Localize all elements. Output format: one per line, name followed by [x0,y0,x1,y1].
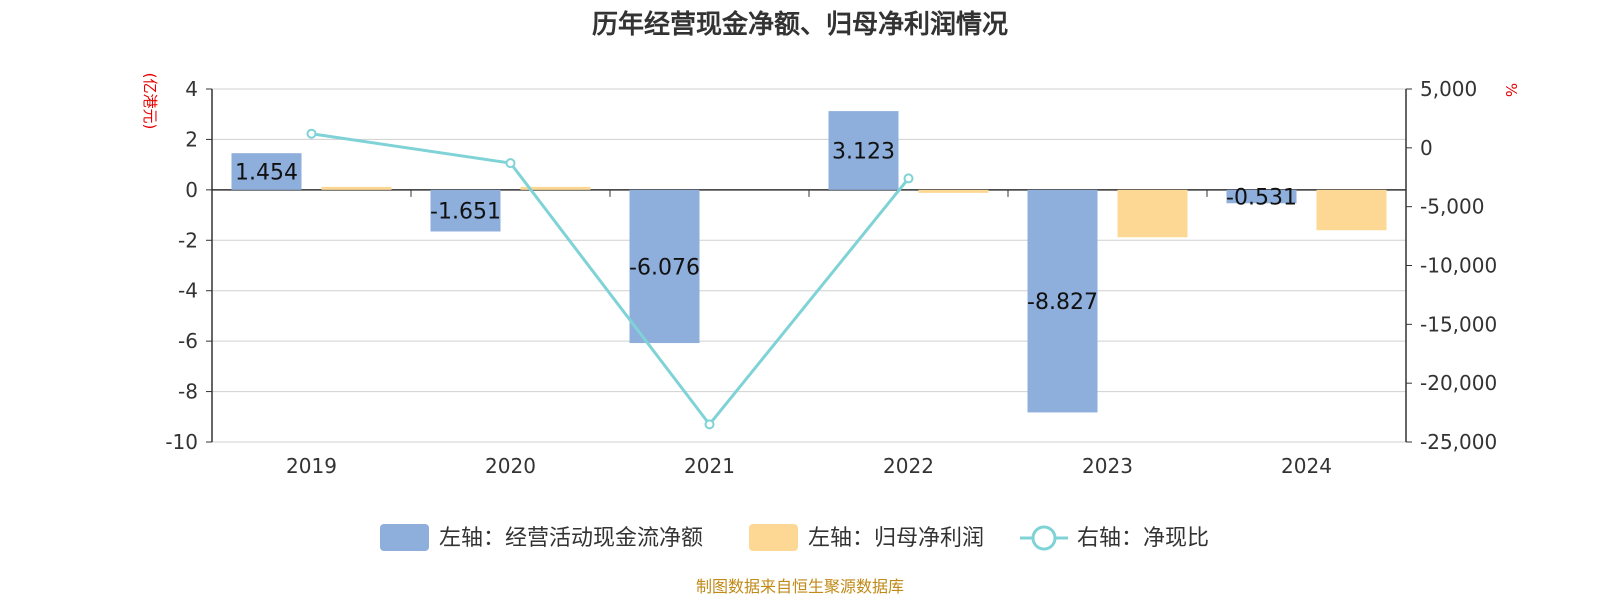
ratio-line [306,128,914,430]
legend-label-cash-flow: 左轴：经营活动现金流净额 [439,526,703,551]
left-tick-label: -10 [165,430,198,454]
legend-item-ratio[interactable]: 右轴：净现比 [1020,525,1209,551]
legend-item-cash-flow[interactable]: 左轴：经营活动现金流净额 [380,524,703,551]
axes: 4 2 0 -2 -4 -6 -8 -10 5,000 0 -5,000 -10,000 -15,000… [165,77,1497,478]
x-tick-label: 2019 [286,454,337,478]
bar-labels: 1.454 -1.651 -6.076 3.123 -8.827 -0.531 [235,139,1297,315]
legend-swatch-cash-flow [380,524,429,551]
right-tick-label: -10,000 [1420,254,1497,278]
ratio-point[interactable] [903,173,914,184]
right-axis-unit: % [1502,83,1520,97]
legend-label-ratio: 右轴：净现比 [1077,526,1209,551]
cash-flow-bar[interactable] [231,153,302,190]
x-tick-label: 2023 [1082,454,1133,478]
left-tick-label: 2 [185,127,198,151]
source-note: 制图数据来自恒生聚源数据库 [696,577,904,596]
chart-title: 历年经营现金净额、归母净利润情况 [592,9,1008,40]
right-tick-label: -20,000 [1420,371,1497,395]
x-tick-label: 2022 [883,454,934,478]
ratio-point[interactable] [704,419,715,430]
cash-flow-value-label: 3.123 [832,139,895,164]
cash-flow-bar[interactable] [430,189,501,232]
cash-flow-value-label: 1.454 [235,161,298,186]
net-profit-bar[interactable] [520,186,591,190]
cash-flow-value-label: -8.827 [1027,290,1098,315]
cash-flow-bar[interactable] [828,111,899,190]
right-tick-label: -25,000 [1420,430,1497,454]
ratio-line-path [311,132,910,427]
right-tick-label: 0 [1420,136,1433,160]
ratio-point[interactable] [505,158,516,169]
grid-lines [212,88,1406,443]
left-tick-label: 4 [185,77,198,101]
x-tick-label: 2021 [684,454,735,478]
cash-flow-bar[interactable] [1226,189,1297,204]
right-tick-label: -15,000 [1420,312,1497,336]
legend-swatch-net-profit [749,524,798,551]
cash-flow-value-label: -0.531 [1226,186,1297,211]
left-tick-label: -8 [178,380,198,404]
legend-item-net-profit[interactable]: 左轴：归母净利润 [749,524,984,551]
legend: 左轴：经营活动现金流净额 左轴：归母净利润 右轴：净现比 [380,524,1209,551]
cash-flow-bar[interactable] [629,189,700,344]
right-tick-label: -5,000 [1420,195,1484,219]
left-tick-label: -2 [178,228,198,252]
cash-flow-value-label: -6.076 [629,255,700,280]
left-axis-unit: (亿港元) [141,73,159,130]
net-profit-bar[interactable] [1316,189,1387,231]
bars [231,111,1387,413]
net-profit-bar[interactable] [918,189,989,193]
net-profit-bar[interactable] [321,186,392,190]
legend-swatch-ratio-marker [1031,525,1057,551]
left-tick-label: -6 [178,329,198,353]
x-tick-label: 2020 [485,454,536,478]
cash-flow-bar[interactable] [1027,189,1098,413]
left-tick-label: 0 [185,178,198,202]
left-tick-label: -4 [178,279,198,303]
right-tick-label: 5,000 [1420,77,1477,101]
ratio-point[interactable] [306,128,317,139]
x-tick-label: 2024 [1281,454,1332,478]
net-profit-bar[interactable] [1117,189,1188,238]
legend-label-net-profit: 左轴：归母净利润 [808,526,984,551]
cash-flow-value-label: -1.651 [430,200,501,225]
